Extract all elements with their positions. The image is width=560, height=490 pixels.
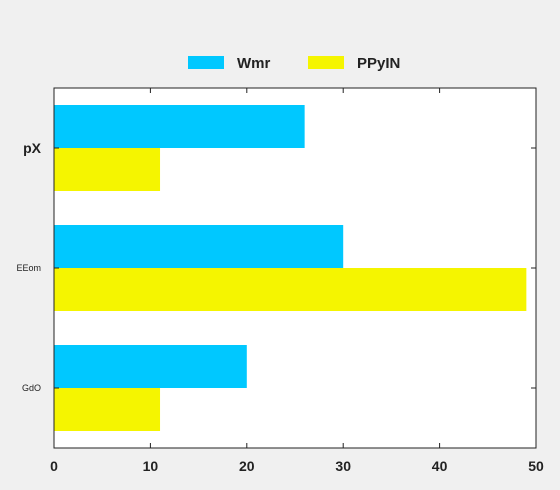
x-tick-label-10: 10	[143, 458, 159, 474]
y-tick-label-eeom: EEom	[16, 263, 41, 273]
legend-swatch-ppyin	[308, 56, 344, 69]
x-tick-label-30: 30	[335, 458, 351, 474]
bar-wmr-gdo	[54, 345, 247, 388]
bar-wmr-px	[54, 105, 305, 148]
x-tick-label-20: 20	[239, 458, 255, 474]
legend: Wmr PPyIN	[188, 55, 400, 72]
legend-swatch-wmr	[188, 56, 224, 69]
bar-wmr-eeom	[54, 225, 344, 268]
axis-ticks: pX EEom GdO 0 10 20 30 40 50	[16, 88, 544, 474]
x-tick-label-50: 50	[528, 458, 544, 474]
bar-ppyin-px	[54, 148, 161, 191]
legend-label-wmr: Wmr	[237, 55, 270, 72]
x-tick-label-0: 0	[50, 458, 58, 474]
y-tick-label-gdo: GdO	[22, 383, 41, 393]
bars-group	[54, 105, 527, 431]
legend-label-ppyin: PPyIN	[357, 55, 400, 72]
y-tick-label-px: pX	[23, 140, 42, 156]
bar-ppyin-eeom	[54, 268, 527, 311]
bar-ppyin-gdo	[54, 388, 161, 431]
x-tick-label-40: 40	[432, 458, 448, 474]
